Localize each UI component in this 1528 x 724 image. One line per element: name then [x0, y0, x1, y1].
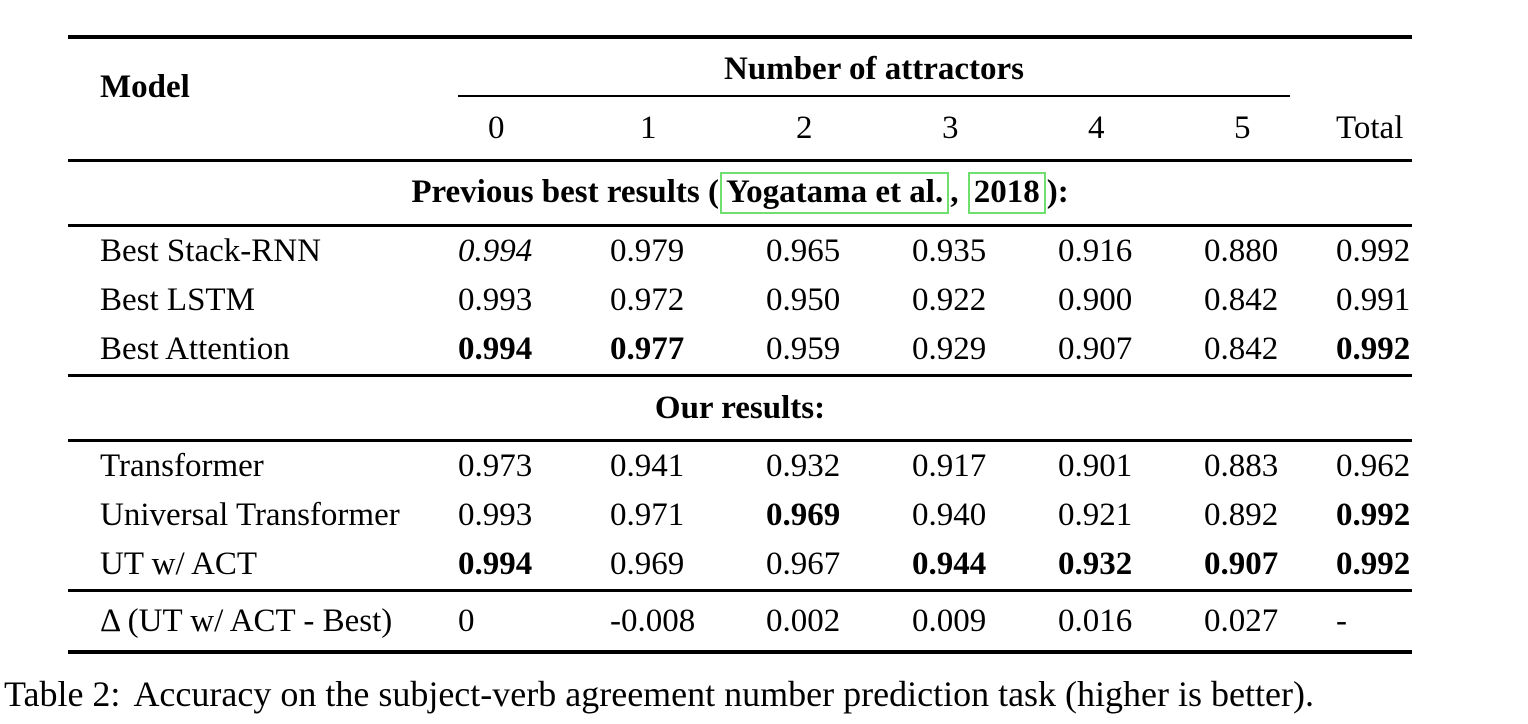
value-cell: 0.969	[766, 497, 841, 534]
section-heading: Previous best results (Yogatama et al., …	[68, 160, 1413, 227]
value-cell: 0.950	[766, 282, 841, 319]
model-cell: Universal Transformer	[100, 497, 400, 534]
value-cell: 0.907	[1204, 540, 1337, 592]
value-cell: 0.993	[458, 497, 533, 534]
value-cell: 0.991	[1336, 282, 1411, 319]
table-row: Transformer 0.973 0.941 0.932 0.917 0.901 0.88…	[68, 441, 1412, 492]
column-header-2: 2	[766, 97, 912, 162]
value-cell: 0.016	[1058, 590, 1204, 654]
model-cell: Best Attention	[68, 325, 458, 377]
caption-label: Table 2:	[4, 674, 121, 714]
value-cell: 0.992	[1336, 540, 1413, 592]
column-header-5: 5	[1204, 97, 1337, 162]
citation-link[interactable]: 2018	[967, 172, 1046, 214]
model-cell: UT w/ ACT	[68, 540, 458, 592]
table-row: Best LSTM 0.993 0.972 0.950 0.922 0.900 0.842 0…	[68, 276, 1412, 325]
value-cell: 0.941	[610, 448, 685, 485]
value-cell: 0.994	[458, 233, 533, 270]
value-cell: 0.932	[766, 448, 841, 485]
value-cell: 0.916	[1058, 233, 1133, 270]
value-cell: 0.973	[458, 448, 533, 485]
value-cell: 0.965	[766, 233, 841, 270]
section-heading-text: Our results:	[654, 389, 826, 426]
group-header-cell: Number of attractors	[458, 35, 1337, 97]
value-cell: 0.940	[912, 497, 987, 534]
value-cell: 0.967	[766, 540, 912, 592]
value-cell: 0.929	[912, 325, 1058, 377]
column-header-total: Total	[1336, 97, 1413, 162]
value-cell: 0.907	[1058, 325, 1204, 377]
table-caption: Table 2: Accuracy on the subject-verb agr…	[4, 673, 1528, 716]
section-heading: Our results:	[68, 375, 1413, 442]
value-cell: 0.842	[1204, 282, 1279, 319]
value-cell: 0.994	[458, 325, 610, 377]
table-body: Previous best results (Yogatama et al., …	[68, 160, 1413, 654]
value-cell: 0.992	[1336, 497, 1411, 534]
table-row: Best Stack-RNN 0.994 0.979 0.965 0.935 0.916 0…	[68, 226, 1412, 277]
column-header-0: 0	[458, 97, 610, 162]
value-cell: 0.932	[1058, 540, 1204, 592]
value-cell: 0.917	[912, 448, 987, 485]
value-cell: -	[1336, 590, 1413, 654]
value-cell: 0.842	[1204, 325, 1337, 377]
value-cell: 0.993	[458, 282, 533, 319]
value-cell: 0.992	[1336, 233, 1411, 270]
model-cell: Best Stack-RNN	[100, 233, 321, 270]
column-header-1: 1	[610, 97, 766, 162]
value-cell: 0.900	[1058, 282, 1133, 319]
group-header-label: Number of attractors	[458, 51, 1291, 97]
value-cell: 0.979	[610, 233, 685, 270]
model-cell: Transformer	[100, 448, 264, 485]
value-cell: 0.969	[610, 540, 766, 592]
table-row: UT w/ ACT 0.994 0.969 0.967 0.944 0.932 0.907 0…	[68, 540, 1413, 592]
value-cell: 0.971	[610, 497, 685, 534]
section-heading-row: Previous best results (Yogatama et al., …	[68, 160, 1413, 227]
value-cell: 0.921	[1058, 497, 1133, 534]
value-cell: 0.959	[766, 325, 912, 377]
value-cell: 0.944	[912, 540, 1058, 592]
value-cell: 0.994	[458, 540, 610, 592]
section-heading-text: Previous best results (	[411, 174, 719, 211]
value-cell: 0.977	[610, 325, 766, 377]
value-cell: 0.880	[1204, 233, 1279, 270]
value-cell: 0.972	[610, 282, 685, 319]
value-cell: 0.992	[1336, 325, 1413, 377]
results-table: Model Number of attractors 0 1 2 3 4 5 T…	[68, 35, 1413, 654]
value-cell: 0.002	[766, 590, 912, 654]
value-cell: -0.008	[610, 590, 766, 654]
column-header-model: Model	[68, 35, 458, 162]
model-cell: Best LSTM	[100, 282, 255, 319]
caption-text: Accuracy on the subject-verb agreement n…	[133, 674, 1314, 714]
value-cell: 0.962	[1336, 448, 1411, 485]
column-header-3: 3	[912, 97, 1058, 162]
table-row: Best Attention 0.994 0.977 0.959 0.929 0.907 0…	[68, 325, 1413, 377]
section-heading-text: ):	[1046, 174, 1069, 211]
value-cell: 0.922	[912, 282, 987, 319]
citation-link[interactable]: Yogatama et al.	[720, 172, 950, 214]
model-cell: Δ (UT w/ ACT - Best)	[68, 590, 458, 654]
value-cell: 0.901	[1058, 448, 1133, 485]
table-row: Universal Transformer 0.993 0.971 0.969 0.94…	[68, 491, 1412, 540]
header-spacer	[1336, 35, 1413, 97]
value-cell: 0.935	[912, 233, 987, 270]
value-cell: 0.027	[1204, 590, 1337, 654]
section-heading-row: Our results:	[68, 375, 1413, 442]
section-heading-text: ,	[950, 174, 967, 211]
value-cell: 0.883	[1204, 448, 1279, 485]
value-cell: 0	[458, 590, 610, 654]
column-header-4: 4	[1058, 97, 1204, 162]
value-cell: 0.009	[912, 590, 1058, 654]
value-cell: 0.892	[1204, 497, 1279, 534]
delta-row: Δ (UT w/ ACT - Best) 0 -0.008 0.002 0.009 0.0…	[68, 590, 1413, 654]
header-row-columns: 0 1 2 3 4 5 Total	[68, 97, 1413, 162]
header-row-group: Model Number of attractors	[68, 35, 1413, 162]
